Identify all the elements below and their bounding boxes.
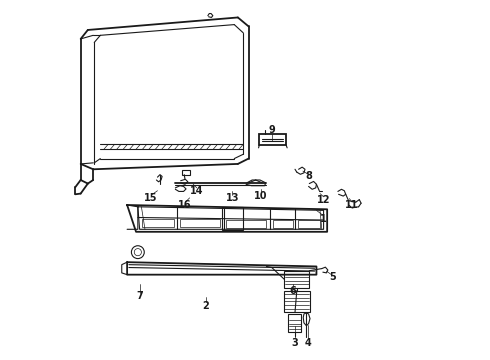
Bar: [222, 207, 243, 230]
Bar: [142, 219, 173, 227]
Bar: [284, 271, 309, 288]
Text: 15: 15: [144, 193, 157, 203]
Text: 8: 8: [306, 171, 313, 181]
Text: 14: 14: [190, 186, 203, 196]
Text: 16: 16: [177, 200, 191, 210]
Text: 13: 13: [226, 193, 239, 203]
Bar: [259, 134, 286, 145]
Text: 10: 10: [254, 191, 268, 201]
Text: 1: 1: [320, 214, 327, 224]
Text: 2: 2: [202, 301, 209, 311]
Text: 4: 4: [304, 338, 311, 347]
Bar: [288, 314, 301, 332]
Text: 5: 5: [329, 272, 336, 282]
Bar: [284, 291, 310, 312]
Bar: [180, 219, 220, 227]
Bar: [273, 220, 293, 228]
Text: 11: 11: [345, 200, 359, 210]
Bar: [226, 220, 266, 228]
Text: 12: 12: [317, 195, 330, 204]
Text: 7: 7: [136, 291, 143, 301]
Bar: [298, 220, 320, 228]
Text: 3: 3: [292, 338, 298, 347]
Text: 6: 6: [290, 286, 296, 296]
Text: 9: 9: [269, 125, 275, 135]
Bar: [182, 170, 190, 175]
